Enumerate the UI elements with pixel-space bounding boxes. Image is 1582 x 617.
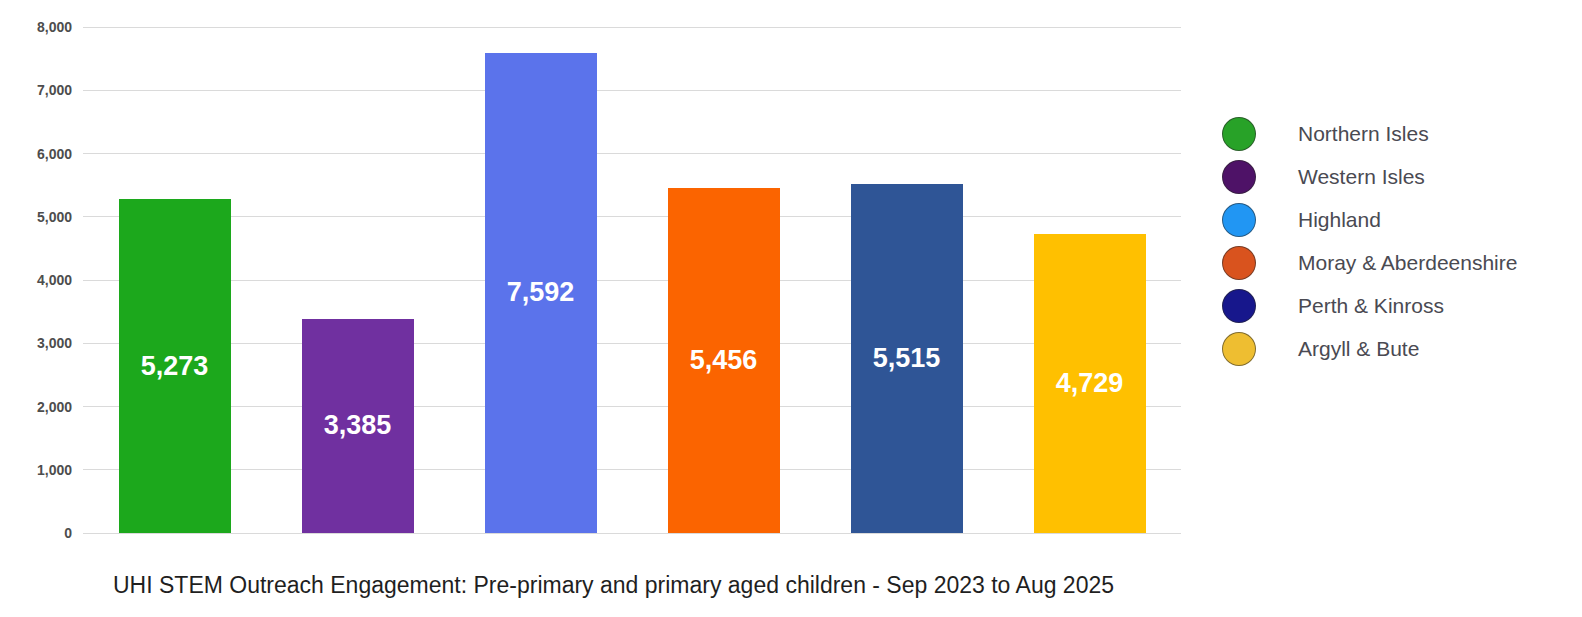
bar-perth-kinross[interactable]: 5,515 <box>851 184 963 533</box>
bar-value-label: 4,729 <box>1056 368 1124 399</box>
bar-value-label: 5,273 <box>141 351 209 382</box>
legend-item-moray-aberdeenshire: Moray & Aberdeenshire <box>1222 246 1517 280</box>
y-axis-tick-label: 0 <box>10 526 72 540</box>
legend-label: Moray & Aberdeenshire <box>1298 251 1517 275</box>
bar-moray-aberdeenshire[interactable]: 5,456 <box>668 188 780 533</box>
plot-area: 5,273 3,385 7,592 5,456 5,515 4,729 <box>83 27 1181 533</box>
y-axis-tick-label: 3,000 <box>10 336 72 350</box>
bar-chart: 0 1,000 2,000 3,000 4,000 5,000 6,000 7,000 8,00… <box>0 0 1582 617</box>
legend-label: Perth & Kinross <box>1298 294 1444 318</box>
gridline <box>83 216 1181 217</box>
legend-swatch-icon <box>1222 203 1256 237</box>
bar-value-label: 3,385 <box>324 410 392 441</box>
gridline <box>83 533 1181 534</box>
y-axis-tick-label: 4,000 <box>10 273 72 287</box>
bar-highland[interactable]: 7,592 <box>485 53 597 533</box>
gridline <box>83 27 1181 28</box>
bar-northern-isles[interactable]: 5,273 <box>119 199 231 533</box>
y-axis-tick-label: 6,000 <box>10 147 72 161</box>
legend: Northern Isles Western Isles Highland Moray… <box>1222 117 1517 366</box>
bar-value-label: 7,592 <box>507 277 575 308</box>
legend-label: Western Isles <box>1298 165 1425 189</box>
legend-item-northern-isles: Northern Isles <box>1222 117 1517 151</box>
legend-item-argyll-bute: Argyll & Bute <box>1222 332 1517 366</box>
bar-argyll-bute[interactable]: 4,729 <box>1034 234 1146 533</box>
gridline <box>83 406 1181 407</box>
legend-swatch-icon <box>1222 117 1256 151</box>
gridline <box>83 280 1181 281</box>
chart-title: UHI STEM Outreach Engagement: Pre-primar… <box>113 572 1114 599</box>
legend-item-highland: Highland <box>1222 203 1517 237</box>
bar-western-isles[interactable]: 3,385 <box>302 319 414 533</box>
gridline <box>83 153 1181 154</box>
y-axis-tick-label: 1,000 <box>10 463 72 477</box>
legend-item-perth-kinross: Perth & Kinross <box>1222 289 1517 323</box>
y-axis-tick-label: 5,000 <box>10 210 72 224</box>
gridline <box>83 90 1181 91</box>
legend-swatch-icon <box>1222 332 1256 366</box>
y-axis-tick-label: 2,000 <box>10 400 72 414</box>
gridline <box>83 469 1181 470</box>
legend-item-western-isles: Western Isles <box>1222 160 1517 194</box>
gridline <box>83 343 1181 344</box>
y-axis-tick-label: 8,000 <box>10 20 72 34</box>
legend-label: Highland <box>1298 208 1381 232</box>
legend-swatch-icon <box>1222 246 1256 280</box>
legend-swatch-icon <box>1222 289 1256 323</box>
bar-value-label: 5,515 <box>873 343 941 374</box>
legend-label: Northern Isles <box>1298 122 1429 146</box>
bar-value-label: 5,456 <box>690 345 758 376</box>
legend-label: Argyll & Bute <box>1298 337 1419 361</box>
legend-swatch-icon <box>1222 160 1256 194</box>
y-axis-tick-label: 7,000 <box>10 83 72 97</box>
